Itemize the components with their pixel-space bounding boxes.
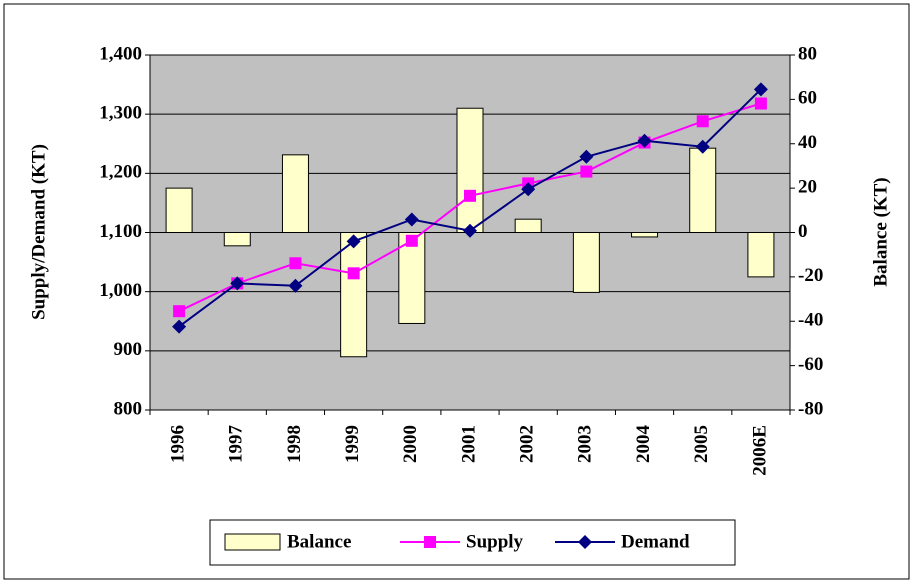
x-tick-label: 1999 — [342, 425, 363, 463]
bar — [223, 232, 251, 247]
x-tick-label: 2001 — [458, 425, 479, 463]
x-tick-label: 2004 — [633, 425, 654, 464]
y-tick-label: 1,200 — [99, 162, 142, 183]
bar — [747, 232, 775, 278]
x-tick-label: 1996 — [167, 425, 188, 463]
bar — [456, 107, 484, 233]
y-tick-label: 1,100 — [99, 221, 142, 242]
marker — [696, 115, 709, 128]
marker — [637, 133, 652, 148]
marker — [346, 234, 361, 249]
x-tick-label: 2000 — [400, 425, 421, 463]
legend-label: Supply — [466, 531, 524, 552]
y2-axis-label: Balance (KT) — [870, 177, 891, 286]
marker — [754, 97, 767, 110]
y-tick-label: 800 — [114, 398, 143, 419]
marker — [580, 165, 593, 178]
marker — [521, 182, 536, 197]
x-tick-label: 2006E — [749, 425, 770, 476]
marker — [695, 139, 710, 154]
bar — [514, 218, 542, 233]
marker — [405, 234, 418, 247]
marker — [347, 267, 360, 280]
y2-tick-label: 20 — [798, 176, 817, 197]
marker — [230, 276, 245, 291]
marker — [172, 319, 187, 334]
legend-label: Demand — [621, 531, 690, 552]
y2-tick-label: 60 — [798, 88, 817, 109]
marker — [173, 305, 186, 318]
bar — [281, 154, 309, 233]
x-tick-label: 2005 — [691, 425, 712, 463]
y-tick-label: 1,400 — [99, 43, 142, 64]
bar — [340, 232, 368, 358]
y-axis-label: Supply/Demand (KT) — [28, 144, 49, 320]
marker — [404, 212, 419, 227]
marker — [289, 257, 302, 270]
y2-tick-label: -60 — [798, 354, 823, 375]
bar — [689, 147, 717, 233]
y-tick-label: 1,000 — [99, 280, 142, 301]
y2-tick-label: -80 — [798, 398, 823, 419]
x-tick-label: 2002 — [517, 425, 538, 463]
bar — [631, 232, 659, 238]
marker — [463, 223, 477, 238]
y2-tick-label: 40 — [798, 132, 817, 153]
y2-tick-label: -20 — [798, 265, 823, 286]
marker — [753, 82, 768, 97]
y2-tick-label: 0 — [798, 221, 808, 242]
bar — [165, 187, 193, 233]
y2-tick-label: -40 — [798, 310, 823, 331]
x-tick-label: 1997 — [226, 425, 247, 464]
legend-label: Balance — [287, 531, 351, 552]
bar — [572, 232, 600, 293]
y-tick-label: 1,300 — [99, 103, 142, 124]
x-tick-label: 2003 — [575, 425, 596, 463]
y2-tick-label: 80 — [798, 43, 817, 64]
y-tick-label: 900 — [114, 339, 143, 360]
x-tick-label: 1998 — [284, 425, 305, 463]
marker — [579, 149, 594, 164]
bar — [398, 232, 426, 324]
marker — [464, 189, 476, 202]
legend-marker — [424, 536, 436, 548]
marker — [288, 278, 303, 293]
legend-swatch — [224, 533, 281, 551]
legend-marker — [578, 535, 592, 549]
legend — [209, 519, 736, 566]
